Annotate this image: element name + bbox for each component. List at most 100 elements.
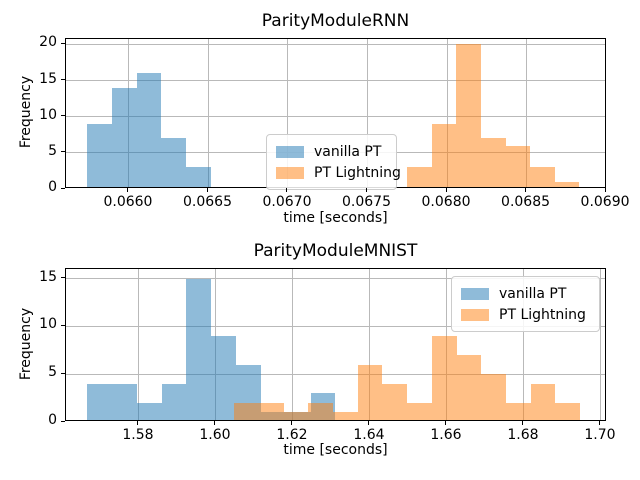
plot-canvas-rnn xyxy=(66,39,605,187)
legend-swatch-vanilla-pt-icon xyxy=(461,287,489,300)
hist-bar-pt-lightning xyxy=(555,402,581,420)
hist-bar-pt-lightning xyxy=(283,412,309,420)
x-tick-label: 0.0665 xyxy=(182,194,232,210)
gridline-vertical xyxy=(369,269,371,420)
hist-bar-pt-lightning xyxy=(505,145,531,187)
x-tick-label: 0.0680 xyxy=(421,194,471,210)
legend-label-pt-lightning: PT Lightning xyxy=(314,164,401,181)
x-tick-mark xyxy=(127,188,129,192)
x-tick-label: 0.0685 xyxy=(501,194,551,210)
hist-bar-vanilla-pt xyxy=(111,87,137,187)
x-tick-label: 0.0660 xyxy=(103,194,153,210)
gridline-vertical xyxy=(526,39,528,187)
gridline-vertical xyxy=(287,39,289,187)
hist-bar-pt-lightning xyxy=(456,355,482,420)
legend-entry-vanilla-pt: vanilla PT xyxy=(461,283,589,304)
x-tick-mark xyxy=(445,188,447,192)
y-tick-label: 15 xyxy=(39,70,57,87)
legend-rnn: vanilla PT PT Lightning xyxy=(266,134,401,190)
y-tick-mark xyxy=(61,420,65,422)
y-tick-label: 5 xyxy=(48,364,57,381)
y-tick-mark xyxy=(61,324,65,326)
legend-entry-vanilla-pt: vanilla PT xyxy=(276,141,386,162)
y-tick-mark xyxy=(61,115,65,117)
hist-bar-vanilla-pt xyxy=(161,138,187,187)
x-tick-label: 1.58 xyxy=(122,427,154,443)
gridline-vertical xyxy=(600,269,602,420)
chart-title-mnist: ParityModuleMNIST xyxy=(253,241,418,261)
gridline-vertical xyxy=(207,39,209,187)
x-axis-label-rnn: time [seconds] xyxy=(283,210,388,226)
gridline-horizontal xyxy=(66,373,605,375)
x-axis-label-mnist: time [seconds] xyxy=(283,442,388,458)
hist-bar-vanilla-pt xyxy=(161,383,187,420)
x-tick-mark xyxy=(137,421,139,425)
x-tick-mark xyxy=(599,421,601,425)
hist-bar-vanilla-pt xyxy=(87,383,112,420)
x-tick-label: 1.66 xyxy=(430,427,462,443)
hist-bar-pt-lightning xyxy=(382,383,408,420)
hist-bar-pt-lightning xyxy=(481,374,506,420)
legend-label-vanilla-pt: vanilla PT xyxy=(499,285,567,302)
x-tick-mark xyxy=(206,188,208,192)
y-tick-mark xyxy=(61,42,65,44)
y-tick-label: 0 xyxy=(48,179,57,195)
hist-bar-pt-lightning xyxy=(332,412,358,420)
gridline-vertical xyxy=(446,39,448,187)
y-tick-mark xyxy=(61,277,65,279)
gridline-vertical xyxy=(367,39,368,187)
hist-bar-pt-lightning xyxy=(258,402,284,420)
x-tick-mark xyxy=(366,188,367,192)
legend-label-pt-lightning: PT Lightning xyxy=(499,306,586,323)
hist-bar-pt-lightning xyxy=(234,402,259,420)
hist-bar-pt-lightning xyxy=(456,44,481,187)
x-tick-label: 0.0690 xyxy=(580,194,630,210)
hist-bar-pt-lightning xyxy=(308,402,333,420)
y-tick-label: 10 xyxy=(39,316,57,333)
gridline-horizontal xyxy=(66,278,605,280)
gridline-horizontal xyxy=(66,116,605,118)
hist-bar-vanilla-pt xyxy=(186,167,212,187)
hist-bar-vanilla-pt xyxy=(86,123,112,187)
hist-bar-pt-lightning xyxy=(480,138,506,187)
hist-bar-vanilla-pt xyxy=(136,73,162,187)
x-tick-label: 1.62 xyxy=(276,427,308,443)
x-tick-label: 0.0675 xyxy=(342,194,391,210)
legend-mnist: vanilla PT PT Lightning xyxy=(451,276,600,332)
x-tick-label: 1.70 xyxy=(584,427,616,443)
hist-bar-vanilla-pt xyxy=(186,278,212,420)
x-tick-mark xyxy=(291,421,293,425)
y-tick-label: 20 xyxy=(39,34,57,51)
x-tick-label: 1.60 xyxy=(199,427,231,443)
x-tick-label: 0.0670 xyxy=(262,194,312,210)
x-tick-mark xyxy=(525,188,527,192)
x-tick-mark xyxy=(604,188,606,192)
gridline-horizontal xyxy=(66,325,605,327)
legend-swatch-pt-lightning-icon xyxy=(276,166,304,179)
gridline-vertical xyxy=(138,269,140,420)
gridline-horizontal xyxy=(66,43,605,45)
plot-canvas-mnist xyxy=(66,269,605,420)
hist-bar-pt-lightning xyxy=(406,167,432,187)
legend-swatch-pt-lightning-icon xyxy=(461,308,489,321)
legend-entry-pt-lightning: PT Lightning xyxy=(276,162,401,183)
x-tick-mark xyxy=(368,421,370,425)
y-tick-mark xyxy=(61,372,65,374)
hist-bar-pt-lightning xyxy=(505,402,531,420)
hist-bar-vanilla-pt xyxy=(211,336,236,420)
x-tick-mark xyxy=(522,421,524,425)
y-tick-mark xyxy=(61,79,65,81)
hist-bar-pt-lightning xyxy=(357,364,383,420)
hist-bar-vanilla-pt xyxy=(111,383,137,420)
hist-bar-pt-lightning xyxy=(407,402,432,420)
legend-label-vanilla-pt: vanilla PT xyxy=(314,143,382,160)
plot-area-rnn xyxy=(65,38,606,188)
hist-bar-pt-lightning xyxy=(554,181,580,187)
y-tick-mark xyxy=(61,151,65,153)
gridline-horizontal xyxy=(66,80,605,82)
hist-bar-pt-lightning xyxy=(530,167,555,187)
legend-swatch-vanilla-pt-icon xyxy=(276,145,304,158)
y-tick-label: 15 xyxy=(39,268,57,285)
x-tick-label: 1.68 xyxy=(507,427,539,443)
